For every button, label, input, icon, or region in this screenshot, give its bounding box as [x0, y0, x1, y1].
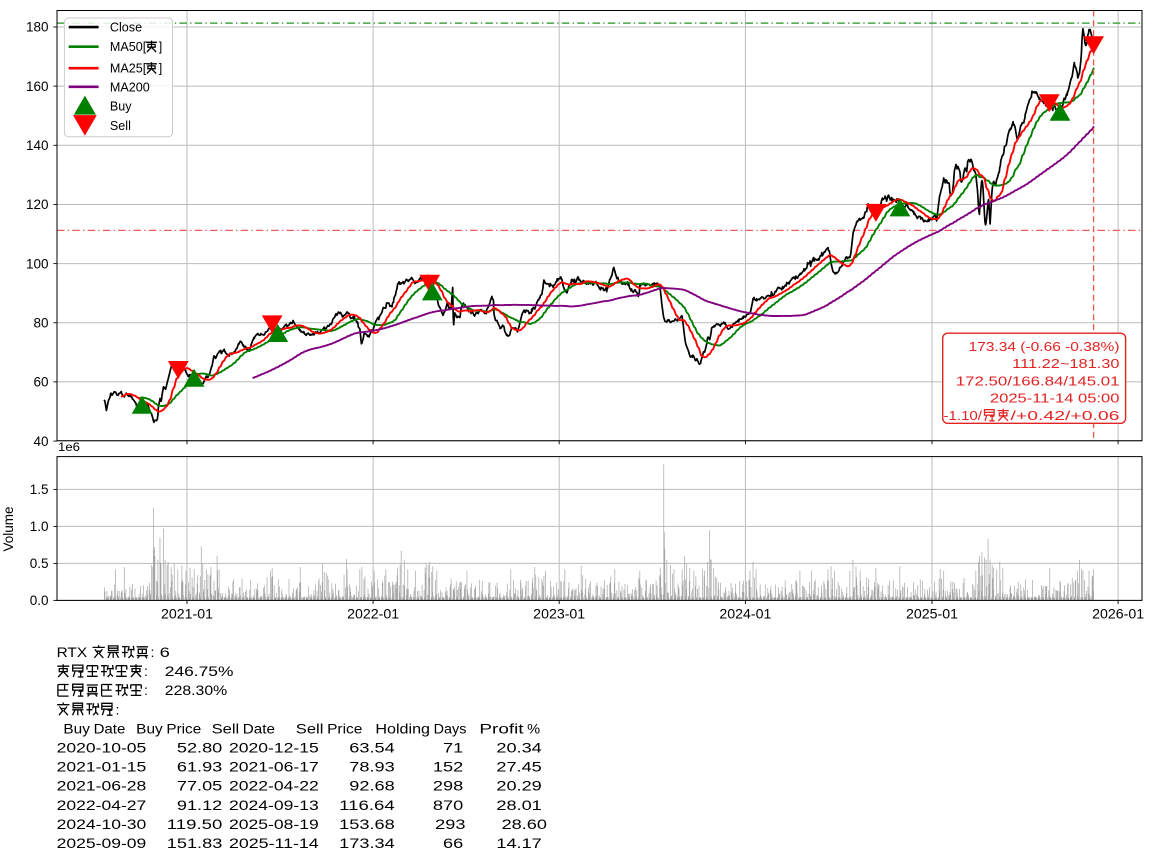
svg-text:28.01: 28.01	[496, 798, 542, 814]
svg-text:Days: Days	[434, 721, 467, 737]
svg-text:2023-01: 2023-01	[533, 607, 585, 622]
svg-text:2025-11-14 05:00: 2025-11-14 05:00	[990, 391, 1120, 406]
svg-text::: :	[151, 645, 155, 661]
svg-text:61.93: 61.93	[177, 760, 223, 776]
svg-text:]: ]	[159, 62, 163, 76]
svg-text:120: 120	[26, 197, 49, 212]
svg-text:71: 71	[443, 741, 463, 757]
svg-text:Price: Price	[327, 721, 362, 737]
svg-text:160: 160	[26, 79, 49, 94]
svg-text:2024-10-30: 2024-10-30	[57, 817, 147, 833]
svg-text:1.0: 1.0	[30, 519, 49, 534]
svg-text:Profit: Profit	[479, 721, 523, 737]
svg-text:RTX: RTX	[57, 645, 88, 661]
svg-text:MA200: MA200	[110, 80, 150, 94]
svg-text:119.50: 119.50	[167, 817, 223, 833]
svg-text:/+0.42/+0.06: /+0.42/+0.06	[1011, 408, 1120, 423]
svg-text:2025-09-09: 2025-09-09	[57, 836, 147, 849]
svg-text:2024-01: 2024-01	[719, 607, 771, 622]
svg-text:]: ]	[159, 40, 163, 54]
svg-text:2025-11-14: 2025-11-14	[229, 836, 319, 849]
svg-text:2021-06-17: 2021-06-17	[229, 760, 319, 776]
svg-text:2021-01: 2021-01	[161, 607, 213, 622]
svg-text:173.34: 173.34	[339, 836, 395, 849]
svg-text:Holding: Holding	[375, 721, 430, 737]
svg-text:2026-01: 2026-01	[1092, 607, 1144, 622]
svg-text:80: 80	[33, 316, 48, 331]
svg-text:27.45: 27.45	[496, 760, 542, 776]
svg-text:0.0: 0.0	[30, 593, 49, 608]
svg-text:Date: Date	[94, 721, 126, 737]
svg-text:870: 870	[433, 798, 463, 814]
svg-text:Sell: Sell	[296, 721, 324, 737]
svg-text:Buy: Buy	[136, 721, 163, 737]
svg-text:2021-06-28: 2021-06-28	[57, 779, 147, 795]
svg-text:%: %	[527, 721, 540, 737]
svg-text:111.22~181.30: 111.22~181.30	[1012, 356, 1119, 371]
svg-text:-1.10/: -1.10/	[944, 408, 983, 423]
svg-text:2022-01: 2022-01	[347, 607, 399, 622]
svg-text:173.34 (-0.66 -0.38%): 173.34 (-0.66 -0.38%)	[969, 339, 1120, 354]
svg-text::: :	[144, 683, 148, 699]
svg-text:2022-04-22: 2022-04-22	[229, 779, 319, 795]
svg-text:78.93: 78.93	[349, 760, 395, 776]
svg-text:14.17: 14.17	[496, 836, 542, 849]
svg-text:1.5: 1.5	[30, 482, 49, 497]
svg-text:66: 66	[443, 836, 463, 849]
svg-text:Sell: Sell	[110, 119, 131, 133]
svg-text:Close: Close	[110, 21, 142, 35]
svg-text:91.12: 91.12	[177, 798, 223, 814]
svg-text::: :	[116, 702, 120, 718]
svg-text:246.75%: 246.75%	[165, 664, 234, 680]
svg-text:MA50[: MA50[	[110, 40, 147, 54]
svg-text:151.83: 151.83	[167, 836, 223, 849]
svg-text:293: 293	[435, 817, 465, 833]
svg-text:153.68: 153.68	[339, 817, 395, 833]
svg-text:Sell: Sell	[212, 721, 240, 737]
svg-text:2021-01-15: 2021-01-15	[57, 760, 147, 776]
svg-text:116.64: 116.64	[339, 798, 395, 814]
svg-text:298: 298	[433, 779, 463, 795]
svg-text:Buy: Buy	[110, 99, 132, 113]
svg-text:172.50/166.84/145.01: 172.50/166.84/145.01	[956, 373, 1120, 388]
svg-text:100: 100	[26, 256, 49, 271]
svg-text:2020-10-05: 2020-10-05	[57, 741, 147, 757]
svg-text:63.54: 63.54	[349, 741, 395, 757]
svg-text:92.68: 92.68	[349, 779, 395, 795]
svg-text:2025-08-19: 2025-08-19	[229, 817, 319, 833]
svg-text:228.30%: 228.30%	[165, 683, 228, 699]
svg-text:77.05: 77.05	[177, 779, 223, 795]
svg-text:52.80: 52.80	[177, 741, 223, 757]
svg-text::: :	[144, 664, 148, 680]
svg-text:140: 140	[26, 138, 49, 153]
svg-text:20.29: 20.29	[496, 779, 542, 795]
svg-text:1e6: 1e6	[58, 440, 80, 454]
svg-text:MA25[: MA25[	[110, 62, 147, 76]
svg-text:0.5: 0.5	[30, 556, 49, 571]
svg-text:2024-09-13: 2024-09-13	[229, 798, 319, 814]
svg-text:28.60: 28.60	[502, 817, 548, 833]
svg-text:2022-04-27: 2022-04-27	[57, 798, 147, 814]
svg-text:Volume: Volume	[1, 506, 16, 551]
svg-text:180: 180	[26, 20, 49, 35]
svg-text:60: 60	[33, 375, 48, 390]
svg-text:Price: Price	[166, 721, 201, 737]
svg-text:152: 152	[433, 760, 463, 776]
svg-text:20.34: 20.34	[496, 741, 542, 757]
svg-text:2025-01: 2025-01	[906, 607, 958, 622]
svg-text:40: 40	[33, 434, 48, 449]
svg-text:Date: Date	[243, 721, 275, 737]
svg-text:Buy: Buy	[63, 721, 90, 737]
svg-text:2020-12-15: 2020-12-15	[229, 741, 319, 757]
svg-text:6: 6	[160, 645, 170, 661]
